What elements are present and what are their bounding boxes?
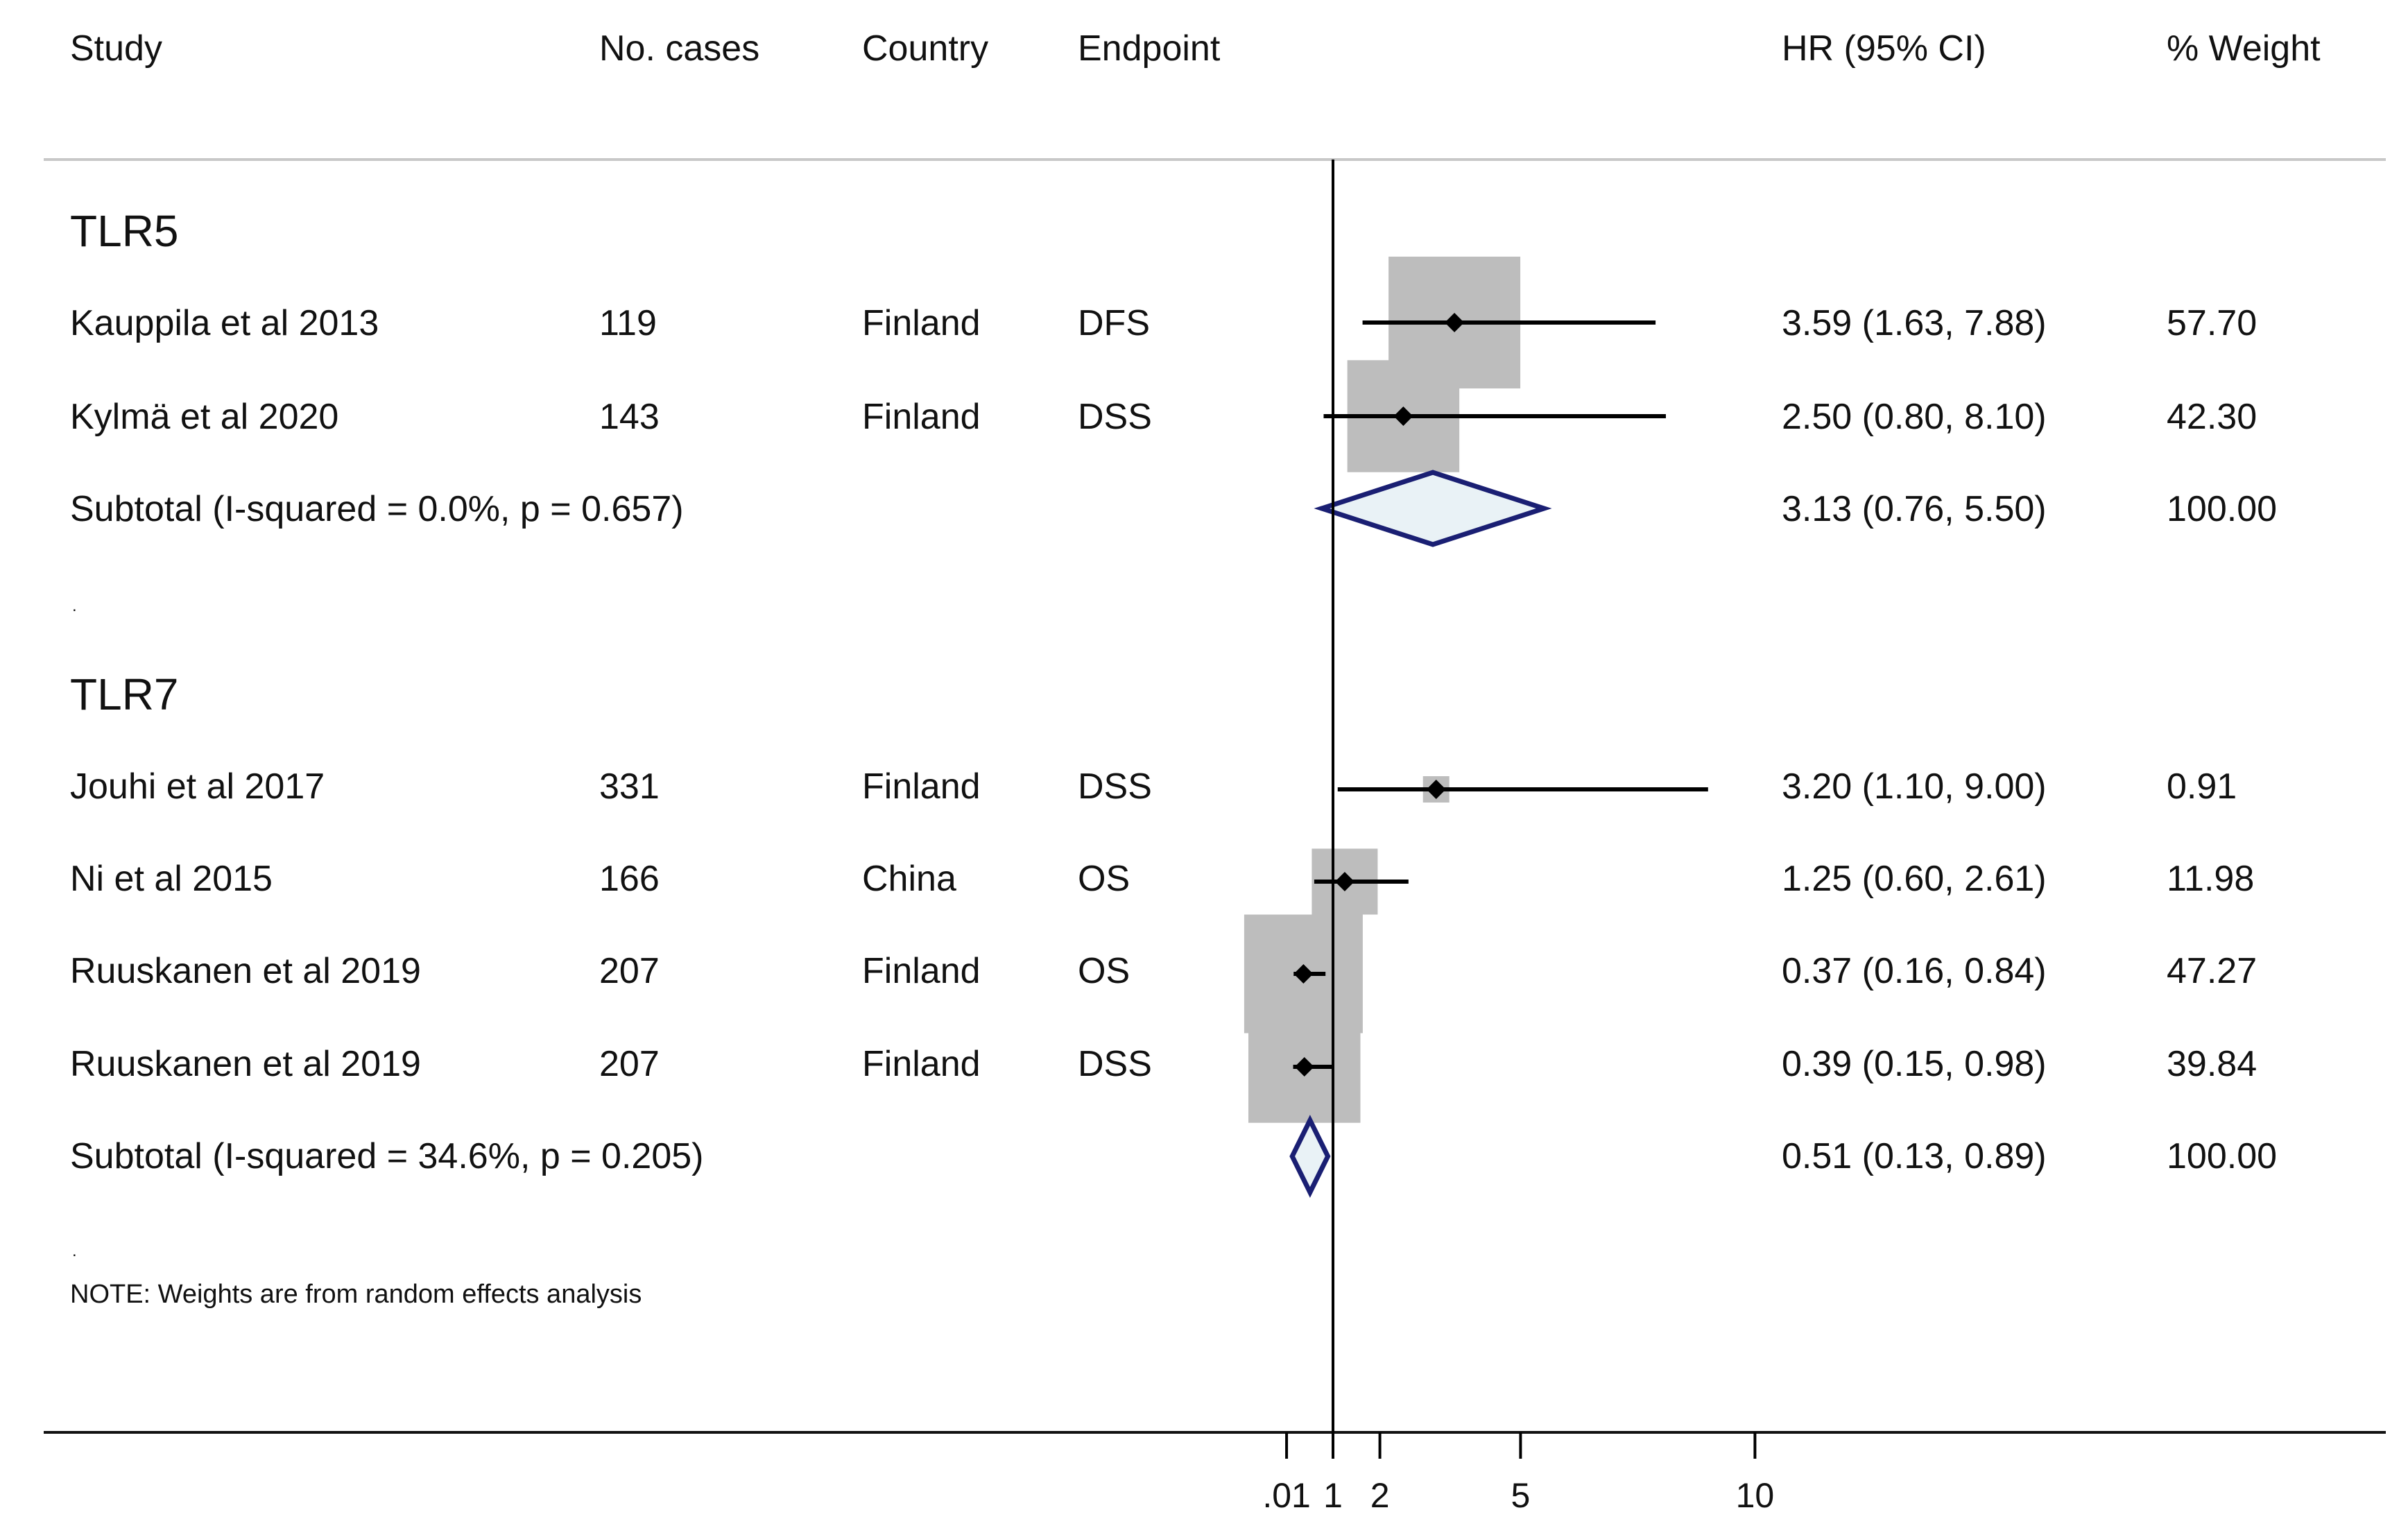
study-endpoint: DSS <box>1078 1044 1152 1084</box>
study-country: China <box>862 859 956 899</box>
study-endpoint: DFS <box>1078 303 1150 343</box>
study-hr: 2.50 (0.80, 8.10) <box>1782 397 2047 437</box>
study-name: Ni et al 2015 <box>70 859 273 899</box>
study-country: Finland <box>862 303 981 343</box>
subtotal-hr: 3.13 (0.76, 5.50) <box>1782 489 2047 529</box>
subtotal-label: Subtotal (I-squared = 0.0%, p = 0.657) <box>70 489 684 529</box>
study-cases: 143 <box>599 397 660 437</box>
study-country: Finland <box>862 951 981 991</box>
header-cases: No. cases <box>599 28 760 69</box>
study-name: Ruuskanen et al 2019 <box>70 1044 421 1084</box>
header-weight: % Weight <box>2167 28 2321 69</box>
study-weight: 39.84 <box>2167 1044 2258 1084</box>
study-cases: 331 <box>599 766 660 807</box>
subtotal-weight: 100.00 <box>2167 489 2278 529</box>
header-study: Study <box>70 28 162 69</box>
group-separator: . <box>72 597 77 615</box>
study-hr: 3.20 (1.10, 9.00) <box>1782 766 2047 807</box>
point-estimate <box>1426 780 1446 799</box>
x-tick-label: 5 <box>1511 1476 1530 1515</box>
study-name: Kauppila et al 2013 <box>70 303 379 343</box>
point-estimate <box>1294 1057 1314 1077</box>
subtotal-diamond <box>1314 470 1552 547</box>
study-hr: 1.25 (0.60, 2.61) <box>1782 859 2047 899</box>
study-country: Finland <box>862 397 981 437</box>
study-endpoint: OS <box>1078 951 1130 991</box>
x-tick-label: 2 <box>1370 1476 1390 1515</box>
header-country: Country <box>862 28 989 69</box>
study-cases: 119 <box>599 303 657 343</box>
point-estimate <box>1334 872 1354 891</box>
subtotal-diamond <box>1289 1115 1331 1198</box>
study-endpoint: OS <box>1078 859 1130 899</box>
study-weight: 57.70 <box>2167 303 2258 343</box>
study-name: Jouhi et al 2017 <box>70 766 325 807</box>
study-cases: 166 <box>599 859 660 899</box>
study-endpoint: DSS <box>1078 397 1152 437</box>
subtotal-weight: 100.00 <box>2167 1136 2278 1176</box>
x-tick-label: .01 <box>1262 1476 1311 1515</box>
x-tick-label: 1 <box>1323 1476 1343 1515</box>
group-label-tlr5: TLR5 <box>70 206 179 256</box>
point-estimate <box>1293 964 1314 984</box>
study-hr: 0.39 (0.15, 0.98) <box>1782 1044 2047 1084</box>
subtotal-hr: 0.51 (0.13, 0.89) <box>1782 1136 2047 1176</box>
point-estimate <box>1393 406 1413 426</box>
study-hr: 0.37 (0.16, 0.84) <box>1782 951 2047 991</box>
x-tick-label: 10 <box>1736 1476 1775 1515</box>
subtotal-label: Subtotal (I-squared = 34.6%, p = 0.205) <box>70 1136 704 1176</box>
study-country: Finland <box>862 766 981 807</box>
study-name: Ruuskanen et al 2019 <box>70 951 421 991</box>
footnote: NOTE: Weights are from random effects an… <box>70 1280 642 1309</box>
header-endpoint: Endpoint <box>1078 28 1221 69</box>
group-separator: . <box>72 1242 77 1260</box>
header-hr: HR (95% CI) <box>1782 28 1986 69</box>
study-country: Finland <box>862 1044 981 1084</box>
study-hr: 3.59 (1.63, 7.88) <box>1782 303 2047 343</box>
study-weight: 42.30 <box>2167 397 2258 437</box>
point-estimate <box>1445 313 1465 332</box>
study-weight: 0.91 <box>2167 766 2237 807</box>
study-cases: 207 <box>599 951 660 991</box>
study-cases: 207 <box>599 1044 660 1084</box>
group-label-tlr7: TLR7 <box>70 669 179 719</box>
study-weight: 47.27 <box>2167 951 2258 991</box>
study-weight: 11.98 <box>2167 859 2255 899</box>
study-name: Kylmä et al 2020 <box>70 397 339 437</box>
study-endpoint: DSS <box>1078 766 1152 807</box>
